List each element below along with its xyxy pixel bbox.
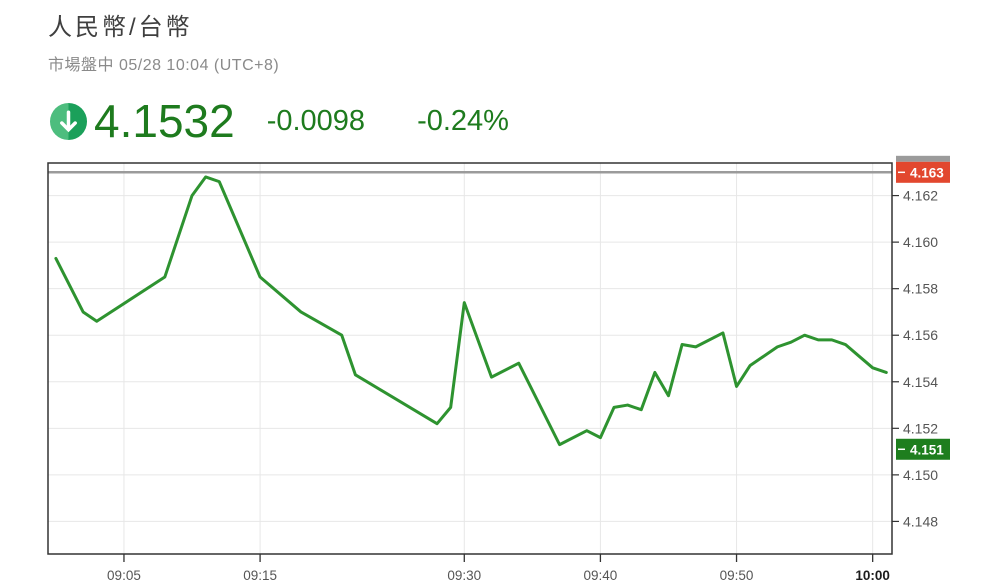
last-price-badge bbox=[896, 438, 950, 460]
y-axis-label: 4.148 bbox=[903, 513, 938, 529]
y-axis-label: 4.162 bbox=[903, 188, 938, 204]
x-axis-label: 09:40 bbox=[584, 568, 618, 583]
y-axis-label: 4.160 bbox=[903, 234, 938, 250]
y-axis-label: 4.158 bbox=[903, 281, 938, 297]
price-line bbox=[54, 175, 888, 447]
page-title: 人民幣/台幣 bbox=[48, 14, 193, 41]
previous-close-cap bbox=[896, 155, 950, 162]
price-change-percent: -0.24% bbox=[417, 104, 509, 137]
previous-close-badge bbox=[896, 161, 950, 183]
quote-header: 人民幣/台幣 市場盤中 05/28 10:04 (UTC+8) bbox=[48, 12, 279, 75]
last-price: 4.1532 bbox=[94, 95, 235, 147]
last-price-badge-label: 4.151 bbox=[910, 442, 944, 457]
previous-close-badge-label: 4.163 bbox=[910, 165, 944, 180]
x-axis-label: 09:05 bbox=[107, 568, 141, 583]
x-axis-label: 09:15 bbox=[243, 568, 277, 583]
y-axis-label: 4.156 bbox=[903, 327, 938, 343]
market-status: 市場盤中 05/28 10:04 (UTC+8) bbox=[48, 57, 280, 75]
x-axis-label: 10:00 bbox=[855, 568, 890, 583]
plot-border bbox=[47, 162, 893, 555]
y-axis-label: 4.154 bbox=[903, 374, 938, 390]
down-arrow-circle-icon bbox=[50, 102, 87, 140]
x-axis-label: 09:30 bbox=[447, 568, 481, 583]
quote-row: 4.1532 -0.0098 -0.24% bbox=[50, 98, 509, 144]
price-change: -0.0098 bbox=[266, 104, 366, 137]
x-axis-label: 09:50 bbox=[720, 568, 754, 583]
y-axis-label: 4.150 bbox=[903, 467, 938, 483]
y-axis-label: 4.152 bbox=[903, 420, 938, 436]
